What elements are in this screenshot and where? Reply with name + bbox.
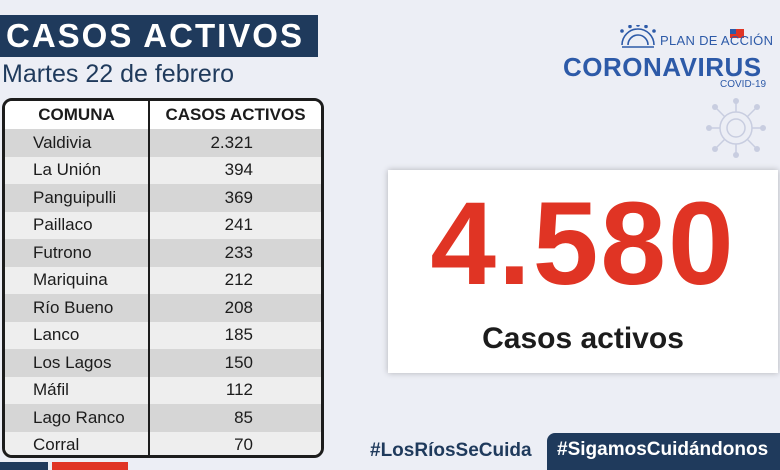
table-row: Futrono 233 — [5, 239, 321, 267]
table-row: Máfil 112 — [5, 376, 321, 404]
total-cases-label: Casos activos — [482, 322, 684, 355]
casos-cell: 112 — [149, 376, 321, 404]
table-row: Río Bueno 208 — [5, 294, 321, 322]
column-header-comuna: COMUNA — [5, 101, 150, 129]
logo-covid-text: COVID-19 — [720, 79, 767, 90]
table-row: Valdivia 2.321 — [5, 129, 321, 157]
casos-cell: 369 — [149, 184, 321, 212]
casos-cell: 2.321 — [149, 129, 321, 157]
logo-plan-text: PLAN DE ACCIÓN — [660, 33, 774, 48]
virus-icon — [706, 98, 766, 158]
hashtag-los-rios: #LosRíosSeCuida — [370, 440, 532, 461]
hashtag-sigamos: #SigamosCuidándonos — [547, 433, 780, 470]
casos-cell: 85 — [149, 404, 321, 432]
table-row: La Unión 394 — [5, 156, 321, 184]
comuna-cell: Lago Ranco — [5, 404, 150, 432]
page-title: CASOS ACTIVOS — [0, 15, 318, 57]
comuna-cell: Los Lagos — [5, 349, 150, 377]
comuna-cell: Panguipulli — [5, 184, 150, 212]
table-row: Panguipulli 369 — [5, 184, 321, 212]
table-row: Lago Ranco 85 — [5, 404, 321, 432]
comuna-cell: Lanco — [5, 321, 150, 349]
comuna-cell: Máfil — [5, 376, 150, 404]
flag-stripe-red — [52, 462, 128, 470]
casos-cell: 208 — [149, 294, 321, 322]
casos-cell: 70 — [149, 431, 321, 455]
comuna-cell: La Unión — [5, 156, 150, 184]
total-cases-panel: 4.580 Casos activos — [388, 170, 778, 373]
table-row: Mariquina 212 — [5, 266, 321, 294]
cases-table: COMUNA CASOS ACTIVOS Valdivia 2.321 La Un… — [2, 98, 324, 458]
casos-cell: 394 — [149, 156, 321, 184]
comuna-cell: Corral — [5, 431, 150, 455]
comuna-cell: Valdivia — [5, 129, 150, 157]
casos-cell: 212 — [149, 266, 321, 294]
virus-logo-icon — [620, 25, 744, 48]
report-date: Martes 22 de febrero — [2, 60, 235, 88]
comuna-cell: Futrono — [5, 239, 150, 267]
comuna-cell: Río Bueno — [5, 294, 150, 322]
flag-stripe-blue — [0, 462, 48, 470]
casos-cell: 233 — [149, 239, 321, 267]
casos-cell: 241 — [149, 211, 321, 239]
table-row: Los Lagos 150 — [5, 349, 321, 377]
column-header-casos: CASOS ACTIVOS — [149, 101, 321, 129]
table-row: Corral 70 — [5, 431, 321, 455]
comuna-cell: Paillaco — [5, 211, 150, 239]
table-row: Paillaco 241 — [5, 211, 321, 239]
total-cases-number: 4.580 — [430, 178, 736, 310]
table-row: Lanco 185 — [5, 321, 321, 349]
logo-coronavirus-text: CORONAVIRUS — [563, 52, 762, 82]
casos-cell: 185 — [149, 321, 321, 349]
comuna-cell: Mariquina — [5, 266, 150, 294]
casos-cell: 150 — [149, 349, 321, 377]
